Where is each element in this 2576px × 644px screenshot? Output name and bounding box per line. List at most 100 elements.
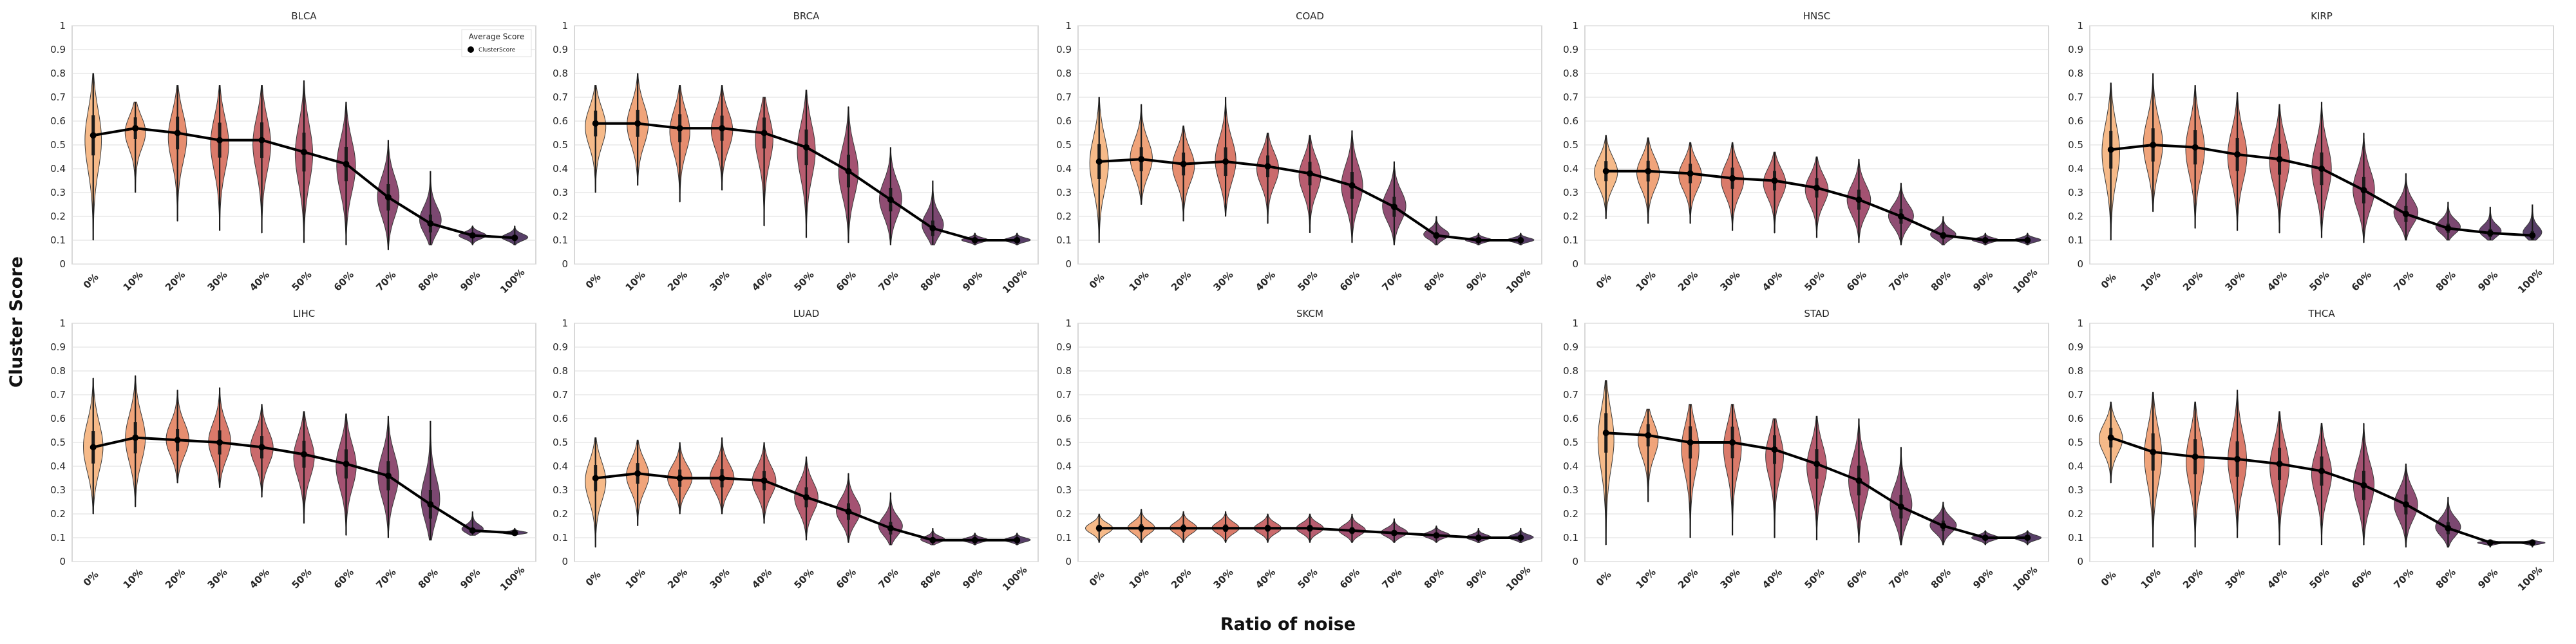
x-tick-label: 40% [247, 269, 272, 293]
mean-point [2360, 187, 2367, 194]
x-tick-label: 30% [2222, 269, 2247, 293]
y-tick-label: 0.7 [2068, 91, 2083, 103]
y-tick-label: 0.4 [2068, 460, 2083, 472]
panel-title: LIHC [293, 308, 316, 319]
x-tick-label: 30% [707, 566, 732, 591]
y-tick-label: 0.5 [1056, 437, 1072, 448]
x-tick-label: 100% [1504, 564, 1533, 593]
y-tick-label: 0 [1572, 258, 1578, 270]
x-tick-label: 60% [834, 566, 858, 591]
y-tick-label: 0.7 [50, 91, 66, 103]
x-tick-label: 20% [665, 269, 690, 293]
mean-point [971, 237, 978, 243]
y-tick-label: 0.5 [1056, 139, 1072, 151]
y-tick-label: 0.7 [1056, 389, 1072, 401]
x-tick-label: 50% [1295, 269, 1320, 293]
y-tick-label: 0.3 [2068, 187, 2083, 198]
x-tick-label: 70% [374, 269, 398, 293]
x-tick-label: 100% [2011, 267, 2040, 296]
y-tick-label: 0 [562, 258, 568, 270]
mean-point [1222, 158, 1229, 165]
x-tick-label: 100% [1000, 564, 1029, 593]
y-tick-label: 0.5 [50, 139, 66, 151]
mean-point [1687, 170, 1694, 177]
x-tick-label: 20% [1676, 566, 1700, 591]
y-tick-label: 0.7 [2068, 389, 2083, 401]
legend-box [461, 29, 532, 57]
y-tick-label: 0.6 [50, 115, 66, 127]
x-tick-label: 60% [332, 566, 356, 591]
panel-title: LUAD [793, 308, 819, 319]
mean-point [845, 508, 852, 515]
mean-point [2234, 455, 2241, 462]
mean-point [216, 439, 223, 446]
figure-xlabel: Ratio of noise [1220, 614, 1356, 634]
panel-brca: 0 0.1 0.2 0.3 0.4 0.5 0.6 0.7 0.8 0.9 1 BRCA 0% 10% 20… [553, 10, 1039, 296]
x-tick-label: 20% [2181, 269, 2205, 293]
y-tick-label: 0.3 [1563, 187, 1578, 198]
mean-point [2529, 539, 2536, 546]
mean-point [1014, 536, 1021, 544]
mean-point [1940, 522, 1947, 529]
mean-point [1349, 182, 1356, 189]
x-tick-label: 80% [416, 269, 440, 293]
y-tick-label: 0.6 [553, 413, 568, 424]
x-tick-label: 30% [205, 566, 229, 591]
x-tick-label: 0% [1594, 271, 1614, 291]
mean-point [1855, 196, 1862, 204]
y-tick-label: 0.3 [553, 484, 568, 496]
mean-point [469, 232, 476, 239]
y-tick-label: 0.5 [1563, 139, 1578, 151]
y-tick-label: 0 [59, 258, 66, 270]
x-tick-label: 10% [2139, 269, 2163, 293]
panel-luad: 0 0.1 0.2 0.3 0.4 0.5 0.6 0.7 0.8 0.9 1 LUAD 0% 10% 20… [553, 308, 1039, 593]
mean-point [1390, 204, 1397, 211]
y-tick-label: 0.3 [1563, 484, 1578, 496]
legend: Average Score ClusterScore [461, 29, 532, 57]
mean-point [1645, 167, 1652, 175]
panel-title: THCA [2307, 308, 2335, 319]
mean-point [2318, 468, 2325, 475]
x-tick-label: 100% [1504, 267, 1533, 296]
mean-point [174, 129, 181, 137]
y-tick-label: 0.6 [2068, 115, 2083, 127]
x-tick-label: 50% [791, 566, 816, 591]
x-tick-label: 10% [2139, 566, 2163, 591]
x-tick-label: 70% [876, 566, 900, 591]
x-tick-label: 10% [623, 269, 648, 293]
mean-point [1349, 527, 1356, 534]
x-tick-label: 100% [2515, 564, 2544, 593]
y-tick-label: 0.8 [553, 365, 568, 377]
y-tick-label: 0 [59, 556, 66, 567]
mean-point [971, 536, 978, 544]
y-tick-label: 0.2 [1056, 211, 1072, 222]
y-tick-label: 0.4 [553, 163, 568, 175]
x-tick-label: 30% [205, 269, 229, 293]
x-tick-label: 90% [2476, 566, 2500, 591]
mean-point [2150, 448, 2157, 455]
y-tick-label: 0.1 [50, 532, 66, 544]
mean-point [1138, 156, 1145, 163]
x-tick-label: 50% [2307, 566, 2331, 591]
x-tick-label: 90% [960, 566, 985, 591]
mean-point [1982, 237, 1989, 243]
y-tick-label: 0.9 [1563, 44, 1578, 55]
mean-point [719, 475, 726, 482]
mean-point [511, 234, 518, 242]
mean-point [469, 527, 476, 534]
y-tick-label: 1 [1065, 20, 1072, 32]
y-tick-label: 0.4 [2068, 163, 2083, 175]
panel-blca: 0 0.1 0.2 0.3 0.4 0.5 0.6 0.7 0.8 0.9 1 BLCA 0% 10% 20… [50, 10, 536, 296]
x-tick-label: 60% [1844, 566, 1869, 591]
x-tick-label: 80% [2434, 566, 2458, 591]
x-tick-label: 40% [247, 566, 272, 591]
mean-point [1771, 177, 1778, 184]
x-tick-label: 60% [332, 269, 356, 293]
mean-point [301, 149, 307, 156]
x-tick-label: 10% [1127, 566, 1151, 591]
mean-point [1517, 535, 1524, 541]
mean-point [2318, 166, 2325, 172]
y-tick-label: 0.1 [2068, 532, 2083, 544]
y-tick-label: 0.1 [1056, 234, 1072, 246]
mean-point [1517, 237, 1524, 243]
